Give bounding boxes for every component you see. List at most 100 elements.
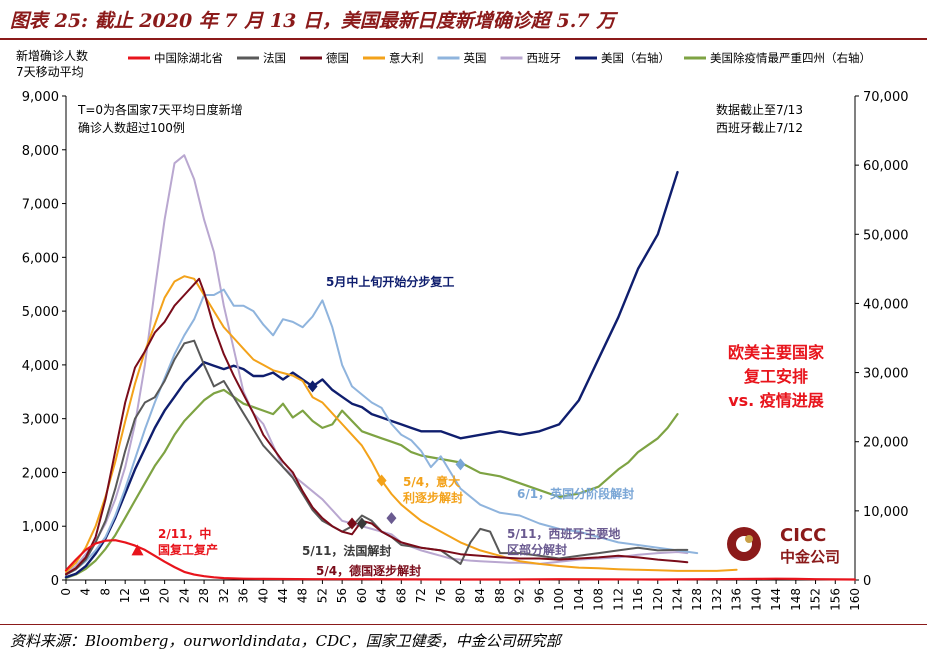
x-tick-label: 60 — [355, 588, 369, 603]
x-tick-label: 132 — [710, 588, 724, 611]
x-tick-label: 136 — [730, 588, 744, 611]
title-rule — [0, 38, 927, 40]
annotation-marker — [356, 517, 367, 530]
figure-title-bar: 图表 25: 截止 2020 年 7 月 13 日，美国最新日度新增确诊超 5.… — [0, 0, 927, 40]
y-axis-left-label-line: 7天移动平均 — [16, 65, 84, 79]
note-headline-line: 欧美主要国家 — [728, 343, 825, 362]
x-tick-label: 148 — [789, 588, 803, 611]
x-tick-label: 120 — [651, 588, 665, 611]
note-right-line: 数据截止至7/13 — [716, 102, 803, 117]
y-right-tick-label: 0 — [863, 574, 871, 589]
x-tick-label: 92 — [513, 588, 527, 603]
annotation-label: 6/1，英国分阶段解封 — [517, 486, 634, 501]
y-right-tick-label: 10,000 — [863, 505, 909, 520]
y-left-tick-label: 6,000 — [22, 251, 59, 266]
x-tick-label: 96 — [532, 588, 546, 603]
y-left-tick-label: 8,000 — [22, 144, 59, 159]
x-tick-label: 64 — [375, 588, 389, 603]
x-tick-label: 112 — [611, 588, 625, 611]
x-tick-label: 68 — [394, 588, 408, 603]
y-axis-right: 0 10,000 20,000 30,000 40,000 50,000 60,000 70,… — [855, 90, 909, 589]
x-tick-label: 48 — [296, 588, 310, 603]
y-axis-left-label-line: 新增确诊人数 — [16, 48, 88, 63]
series-line-spain — [65, 154, 689, 575]
x-tick-label: 56 — [335, 588, 349, 603]
logo-text-bottom: 中金公司 — [780, 548, 840, 566]
x-tick-label: 4 — [79, 588, 93, 596]
y-left-tick-label: 3,000 — [22, 413, 59, 428]
chart-legend: 中国除湖北省 法国 德国 意大利 英国 西班牙 美国（右轴） 美国除疫情最严重四州（右轴） — [128, 51, 871, 65]
series-line-germany — [65, 277, 689, 576]
note-headline-line: 复工安排 — [743, 367, 808, 386]
annotation-label: 5/11，法国解封 — [302, 543, 391, 558]
figure-title: 图表 25: 截止 2020 年 7 月 13 日，美国最新日度新增确诊超 5.… — [10, 10, 616, 32]
x-tick-label: 76 — [434, 588, 448, 603]
x-tick-label: 72 — [414, 588, 428, 603]
x-tick-label: 24 — [177, 588, 191, 603]
cicc-logo: CICC 中金公司 — [727, 525, 840, 566]
y-right-tick-label: 20,000 — [863, 436, 909, 451]
source-rule — [0, 624, 927, 625]
logo-mark-dot — [745, 535, 753, 543]
y-right-tick-label: 70,000 — [863, 90, 909, 105]
legend-label-china: 中国除湖北省 — [154, 51, 223, 65]
legend-label-uk: 英国 — [464, 51, 487, 65]
x-tick-label: 36 — [237, 588, 251, 603]
y-left-tick-label: 2,000 — [22, 466, 59, 481]
y-axis-left-label: 新增确诊人数 7天移动平均 — [16, 48, 88, 79]
x-tick-label: 140 — [749, 588, 763, 611]
x-tick-label: 28 — [197, 588, 211, 603]
x-tick-label: 52 — [315, 588, 329, 603]
plot-area — [65, 96, 856, 581]
annotation-label: 5/11，西班牙主要地 — [507, 526, 620, 541]
x-tick-label: 12 — [118, 588, 132, 603]
y-left-tick-label: 5,000 — [22, 305, 59, 320]
note-left-line: T=0为各国家7天平均日度新增 — [77, 102, 243, 117]
x-tick-label: 88 — [493, 588, 507, 603]
annotation-label: 5/4，意大 — [403, 474, 460, 489]
annotation-label: 国复工复产 — [158, 542, 218, 557]
annotation-label: 2/11，中 — [158, 526, 211, 541]
x-tick-label: 152 — [809, 588, 823, 611]
x-tick-label: 116 — [631, 588, 645, 611]
series-line-france — [65, 339, 689, 576]
x-tick-label: 40 — [256, 588, 270, 603]
y-left-tick-label: 0 — [51, 574, 59, 589]
annotation-marker — [376, 474, 387, 487]
x-tick-label: 32 — [217, 588, 231, 603]
series-line-us — [64, 170, 679, 579]
note-left-line: 确诊人数超过100例 — [78, 120, 185, 135]
note-right-line: 西班牙截止7/12 — [716, 121, 803, 135]
annotation-marker — [347, 517, 358, 530]
x-tick-label: 0 — [59, 588, 73, 596]
series-line-china — [64, 539, 857, 581]
x-tick-label: 84 — [473, 588, 487, 603]
y-right-tick-label: 50,000 — [863, 228, 909, 243]
legend-label-us: 美国（右轴） — [601, 51, 670, 65]
legend-label-germany: 德国 — [326, 51, 349, 65]
x-tick-label: 100 — [552, 588, 566, 611]
annotation-label: 区部分解封 — [507, 542, 567, 557]
annotation-label: 利逐步解封 — [403, 490, 463, 505]
line-chart: 中国除湖北省 法国 德国 意大利 英国 西班牙 美国（右轴） 美国除疫情最严重四州（右轴） 新… — [16, 48, 909, 611]
source-note: 资料来源：Bloomberg，ourworldindata，CDC，国家卫健委，… — [10, 632, 561, 650]
x-tick-label: 16 — [138, 588, 152, 603]
series-layer — [64, 154, 857, 581]
x-tick-label: 128 — [690, 588, 704, 611]
x-tick-label: 20 — [158, 588, 172, 603]
x-tick-label: 44 — [276, 588, 290, 603]
logo-text-top: CICC — [780, 525, 826, 546]
y-left-tick-label: 1,000 — [22, 520, 59, 535]
x-axis: 0 4 8 12 16 20 24 28 32 36 40 44 48 52 56 60 64 68 72 76 80 8… — [59, 580, 862, 611]
annotation-marker — [307, 380, 318, 393]
legend-label-france: 法国 — [263, 51, 286, 65]
series-line-italy — [65, 275, 738, 573]
x-tick-label: 104 — [572, 588, 586, 611]
y-right-tick-label: 60,000 — [863, 159, 909, 174]
series-line-us_top4 — [64, 388, 679, 580]
annotation-label: 5/4，德国逐步解封 — [316, 563, 421, 578]
annotation-marker — [131, 544, 144, 556]
annotation-marker — [386, 512, 397, 525]
